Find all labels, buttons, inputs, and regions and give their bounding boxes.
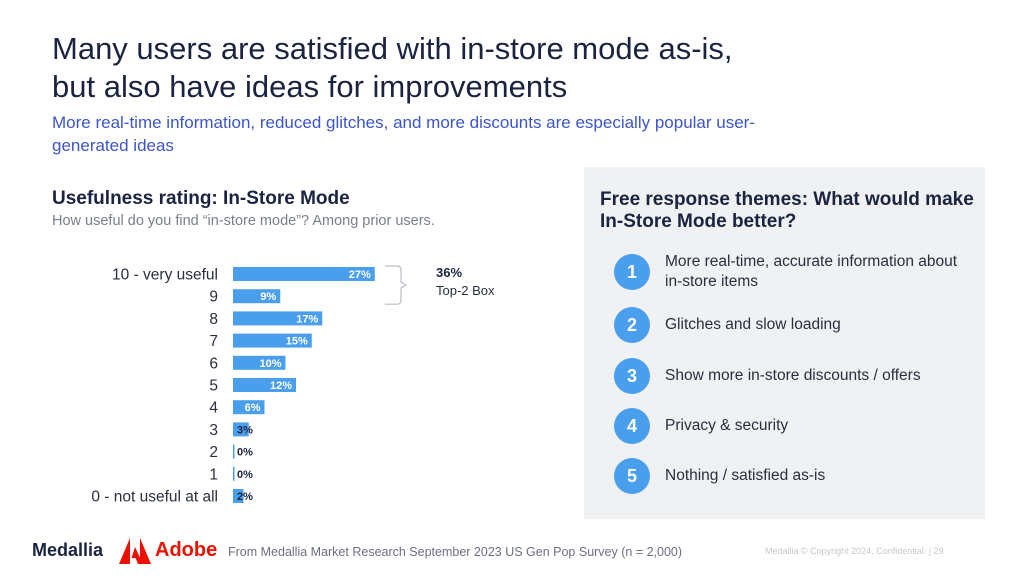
category-label: 1 [209,466,218,483]
theme-item: 4 Privacy & security [614,408,974,444]
theme-text: Nothing / satisfied as-is [665,467,826,484]
category-label: 8 [209,311,218,328]
value-label: 10% [259,358,281,370]
top2-value: 36% [436,265,462,280]
category-label: 6 [209,355,218,372]
bar [233,333,312,348]
top2-bracket [385,265,408,305]
theme-item: 1 More real-time, accurate information a… [614,253,974,290]
value-label: 17% [296,313,318,325]
category-label: 3 [209,422,218,439]
source-note: From Medallia Market Research September … [228,545,683,559]
theme-item: 5 Nothing / satisfied as-is [614,458,974,494]
bar [233,289,281,304]
theme-item: 3 Show more in-store discounts / offers [614,358,974,394]
value-label: 9% [260,291,276,303]
value-label: 6% [245,402,261,414]
category-label: 7 [209,333,218,350]
page-title: Many users are satisfied with in-store m… [52,31,733,104]
value-label: 3% [237,424,253,436]
free-response-panel: Free response themes: What would make In… [584,167,985,519]
theme-item: 2 Glitches and slow loading [614,307,974,343]
page-subtitle: More real-time information, reduced glit… [52,113,756,155]
value-label: 0% [237,469,253,481]
bar [233,400,265,415]
theme-number-badge: 3 [614,358,650,394]
bar [233,489,244,503]
bar [233,267,375,281]
value-label: 12% [270,380,292,392]
bar [233,444,235,459]
copyright-note: Medallia © Copyright 2024. Confidential.… [765,546,944,556]
category-label: 10 - very useful [112,267,218,284]
bar [233,422,249,437]
theme-text: Privacy & security [665,417,789,434]
bar [233,311,323,326]
adobe-logo-icon [119,538,151,564]
bar [233,378,296,392]
top2-label: Top-2 Box [436,283,495,298]
chart-question: How useful do you find “in-store mode”? … [52,213,435,229]
category-label: 5 [209,378,218,395]
theme-text: More real-time, accurate information abo… [665,253,958,290]
category-label: 9 [209,289,218,306]
chart-section-title: Usefulness rating: In-Store Mode [52,188,350,209]
value-label: 27% [349,269,371,281]
category-label: 0 - not useful at all [91,489,218,506]
value-label: 2% [237,491,253,503]
usefulness-bar-chart: 10 - very useful 27%9 9%8 17%7 15%6 10%5 12%4 6… [91,265,495,506]
value-label: 15% [286,336,308,348]
adobe-logo-text: Adobe [155,539,218,561]
bar [233,355,286,370]
theme-text: Show more in-store discounts / offers [665,367,921,384]
panel-title: Free response themes: What would make In… [600,189,974,232]
category-label: 4 [209,400,218,417]
theme-number-badge: 4 [614,408,650,444]
theme-text: Glitches and slow loading [665,316,841,333]
medallia-logo: Medallia [32,540,104,560]
theme-number-badge: 1 [614,254,650,290]
theme-number-badge: 2 [614,307,650,343]
value-label: 0% [237,447,253,459]
theme-number-badge: 5 [614,458,650,494]
category-label: 2 [209,444,218,461]
bar [233,466,235,481]
